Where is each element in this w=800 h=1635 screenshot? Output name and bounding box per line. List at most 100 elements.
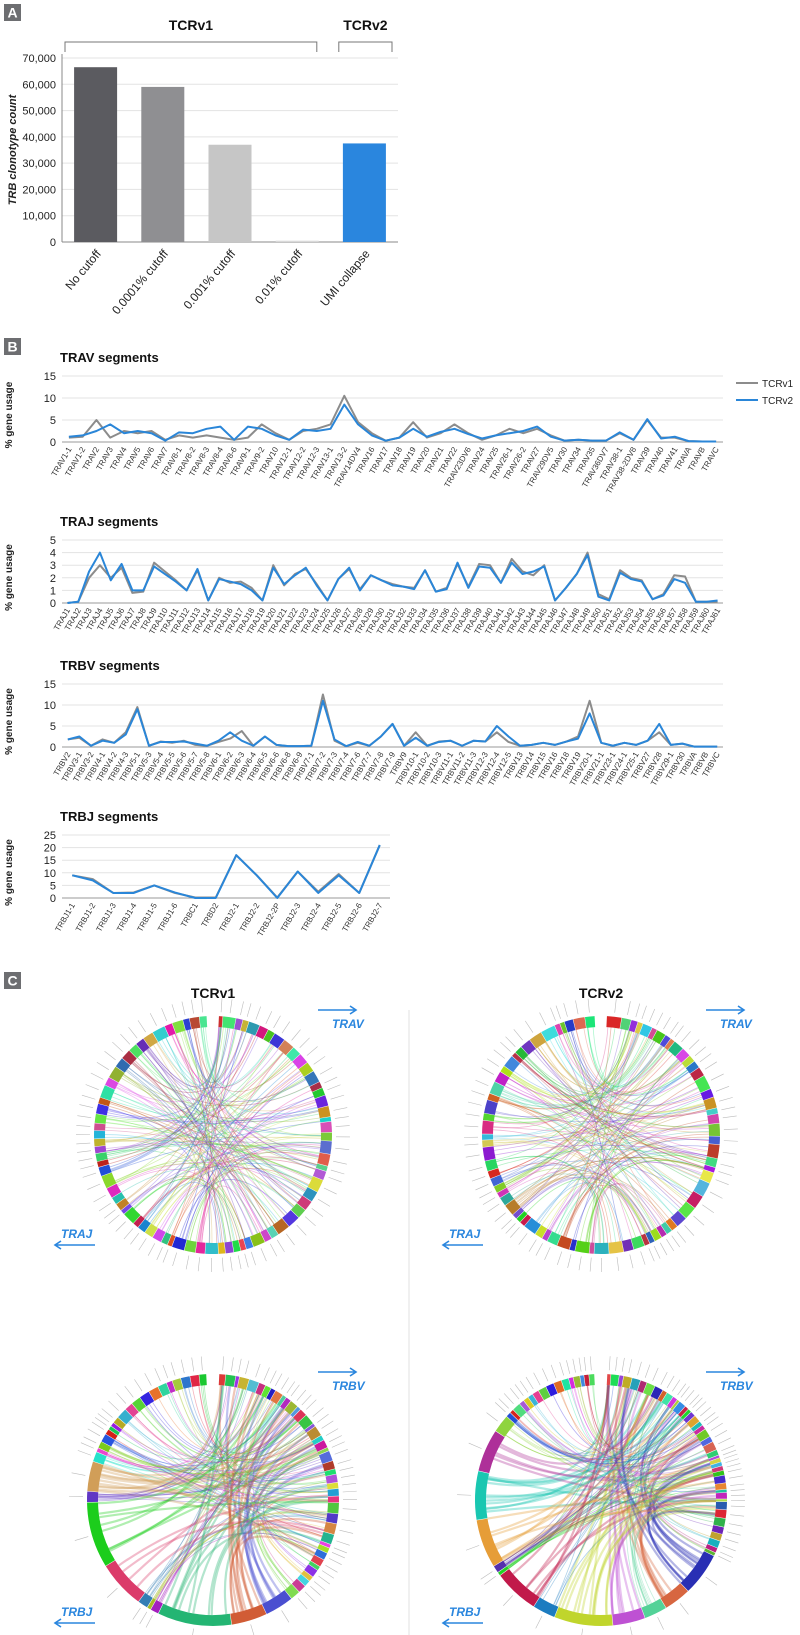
chord-link xyxy=(579,1185,651,1242)
chord-segment xyxy=(680,1409,691,1420)
chord-link xyxy=(101,1469,326,1488)
chord-link xyxy=(159,1415,292,1603)
chord-link xyxy=(114,1159,307,1190)
segment-tick xyxy=(614,998,617,1013)
segment-tick xyxy=(689,1394,700,1406)
chord-link xyxy=(102,1442,314,1481)
segment-tick xyxy=(250,1251,256,1266)
chord-link xyxy=(200,1027,227,1082)
segment-tick xyxy=(727,1468,742,1473)
chord-link xyxy=(626,1394,664,1598)
chord-segment xyxy=(490,1174,504,1187)
arrow-label: TRAV xyxy=(332,1017,365,1031)
chord-link xyxy=(587,1027,688,1095)
chord-segment xyxy=(292,1054,308,1069)
chord-link xyxy=(140,1054,277,1223)
chord-link xyxy=(506,1473,714,1566)
y-axis-label: % gene usage xyxy=(4,381,15,448)
chord-segment xyxy=(116,1197,130,1211)
chord-link xyxy=(507,1464,711,1568)
chord-segment xyxy=(172,1236,187,1251)
segment-tick xyxy=(229,999,233,1014)
chord-segment xyxy=(113,1417,127,1430)
chord-link xyxy=(142,1151,319,1218)
segment-tick xyxy=(106,1587,118,1598)
chord-link xyxy=(120,1430,327,1521)
chord-link xyxy=(186,1029,236,1083)
chord-link xyxy=(98,1456,320,1496)
chord-link xyxy=(125,1070,226,1243)
chord-link xyxy=(549,1151,708,1231)
y-axis-label: % gene usage xyxy=(4,688,15,755)
segment-tick xyxy=(197,1257,200,1272)
chord-segment xyxy=(704,1548,716,1556)
chord-link xyxy=(652,1463,711,1555)
chord-link xyxy=(527,1411,705,1469)
chord-link xyxy=(104,1134,279,1222)
segment-tick xyxy=(191,1357,195,1372)
chord-link xyxy=(198,1385,325,1531)
chord-link xyxy=(129,1176,238,1241)
chord-segment xyxy=(700,1088,714,1101)
chord-link xyxy=(487,1394,649,1484)
segment-tick xyxy=(503,1393,514,1405)
alpha-chord-diagram xyxy=(464,998,738,1272)
chord-link xyxy=(247,1463,323,1604)
segment-tick xyxy=(313,1056,326,1065)
chord-link xyxy=(98,1497,328,1516)
chord-link xyxy=(111,1032,247,1172)
chord-link xyxy=(607,1385,695,1569)
chord-link xyxy=(115,1027,224,1183)
chord-segment xyxy=(529,1032,547,1049)
chord-segment xyxy=(484,1158,499,1172)
chord-link xyxy=(158,1473,326,1602)
segment-tick xyxy=(486,1412,498,1422)
chord-link xyxy=(588,1387,628,1615)
chord-segment xyxy=(129,1044,144,1059)
chord-link xyxy=(519,1063,661,1226)
series-line xyxy=(68,403,717,443)
chord-link xyxy=(149,1532,317,1597)
chord-segment xyxy=(500,1569,540,1607)
chord-link xyxy=(575,1029,666,1223)
y-tick-label: 60,000 xyxy=(22,79,56,91)
chord-link xyxy=(106,1027,220,1152)
chord-link xyxy=(159,1104,317,1230)
chord-link xyxy=(98,1388,244,1495)
segment-tick xyxy=(505,1223,516,1234)
chord-link xyxy=(200,1385,327,1519)
chord-segment xyxy=(158,1603,232,1627)
segment-tick xyxy=(250,1624,255,1635)
chord-link xyxy=(655,1459,714,1527)
chord-link xyxy=(502,1088,700,1180)
arrow-label: TRBJ xyxy=(61,1605,93,1619)
chord-link xyxy=(99,1500,328,1519)
chord-link xyxy=(564,1119,709,1237)
chord-segment xyxy=(573,1375,582,1388)
chord-segment xyxy=(93,1452,107,1465)
chord-link xyxy=(650,1436,706,1549)
chord-link xyxy=(148,1034,254,1089)
chord-link xyxy=(192,1028,293,1093)
chord-link xyxy=(156,1042,317,1112)
chord-link xyxy=(504,1076,693,1184)
chord-segment xyxy=(494,1071,510,1087)
segment-tick xyxy=(656,1012,664,1026)
segment-tick xyxy=(82,1172,97,1178)
segment-tick xyxy=(147,1243,156,1256)
chord-link xyxy=(556,1036,674,1216)
chord-link xyxy=(107,1452,325,1483)
segment-tick xyxy=(339,1466,354,1471)
chord-link xyxy=(235,1422,300,1611)
chord-link xyxy=(518,1177,601,1244)
chord-link xyxy=(592,1385,717,1500)
chord-link xyxy=(256,1443,314,1586)
chord-segment xyxy=(634,1021,643,1034)
chord-segment xyxy=(311,1435,324,1445)
chord-link xyxy=(554,1037,706,1114)
chord-link xyxy=(189,1157,318,1241)
chord-link xyxy=(134,1060,223,1243)
segment-tick xyxy=(281,1377,289,1390)
chord-segment xyxy=(528,1394,539,1407)
chord-segment xyxy=(87,1461,104,1492)
